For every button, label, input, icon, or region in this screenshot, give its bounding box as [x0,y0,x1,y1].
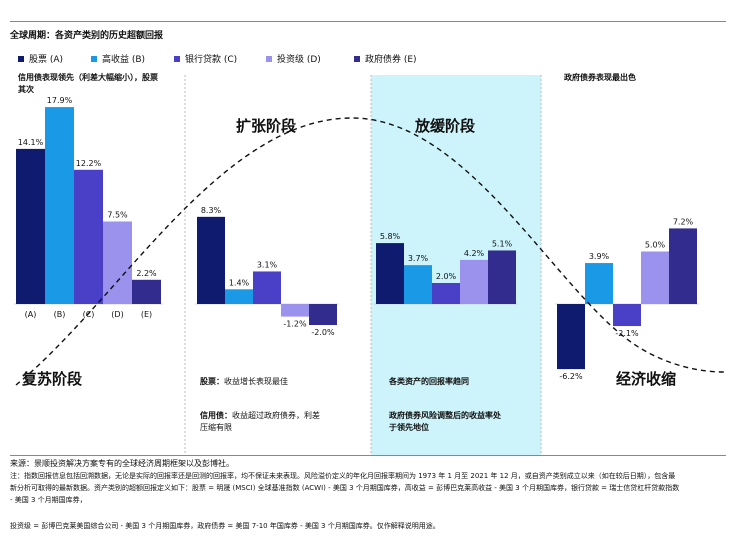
bars-layer [14,107,699,370]
bar-panel-4-series-4 [641,251,669,304]
p3-note1: 各类资产的回报率趋同 [389,377,469,386]
footer-note-line1: 注：指数回报信息包括回溯数据，无论是实际的回报率还是回测的回报率，均不保证未来表… [10,472,676,480]
bar-panel-3-series-4 [460,259,488,304]
category-label-2: (B) [54,310,66,319]
footer-note-line2: 新分析可取得的最新数据。资产类别的超额回报定义如下：股票 = 明晟 (MSCI)… [10,484,680,492]
bar-panel-1-series-1 [16,148,45,304]
legend-label-d: 投资级 (D) [277,55,321,65]
legend-item-c: 银行贷款 (C) [174,52,237,65]
legend-label-e: 政府债券 (E) [365,55,417,65]
footer-note-line3: - 美国 3 个月期国库券， [10,496,87,504]
category-label-1: (A) [25,310,37,319]
data-label-panel-3-series-2: 3.7% [408,254,429,263]
p2-note2: 信用债：收益超过政府债券，利差 压缩有限 [200,410,320,434]
bar-panel-2-series-5 [309,304,337,325]
data-label-panel-1-series-1: 14.1% [18,138,44,147]
bar-panel-3-series-3 [432,283,460,304]
p2-note2-bold: 信用债： [200,411,232,420]
phase-recovery: 复苏阶段 [22,370,83,388]
legend-swatch-e [354,55,360,62]
data-label-panel-2-series-3: 3.1% [257,260,278,269]
p1-heading-line1: 信用债表现领先（利差大幅缩小），股票 [18,73,158,82]
data-label-panel-1-series-5: 2.2% [136,269,157,278]
bar-panel-4-series-3 [613,304,641,327]
data-label-panel-4-series-1: -6.2% [559,372,583,381]
data-label-panel-2-series-5: -2.0% [311,328,335,337]
bar-panel-1-series-5 [132,279,161,304]
bar-panel-2-series-4 [281,304,309,317]
p3-note2-text-b: 于领先地位 [389,423,429,432]
legend-swatch-d [266,55,272,62]
category-label-4: (D) [111,310,123,319]
phase-contraction: 经济收缩 [616,370,677,388]
data-label-panel-4-series-3: -2.1% [615,329,639,338]
data-label-panel-4-series-2: 3.9% [589,252,610,261]
p1-heading: 信用债表现领先（利差大幅缩小），股票 其次 [18,72,178,96]
legend-item-b: 高收益 (B) [91,52,145,65]
legend-item-d: 投资级 (D) [266,52,321,65]
legend-item-e: 政府债券 (E) [354,52,417,65]
p4-heading: 政府债券表现最出色 [564,73,636,82]
p2-note1-text: 收益增长表现最佳 [224,377,288,386]
data-label-panel-4-series-5: 7.2% [673,217,694,226]
data-label-panel-1-series-4: 7.5% [107,211,128,220]
category-label-5: (E) [141,310,152,319]
p3-note2-text-a: 政府债券风险调整后的收益率处 [389,411,501,420]
data-label-panel-3-series-5: 5.1% [492,239,513,248]
legend-item-a: 股票 (A) [18,52,63,65]
legend-label-c: 银行贷款 (C) [185,55,238,65]
legend-swatch-a [18,55,24,62]
p3-note2: 政府债券风险调整后的收益率处 于领先地位 [389,410,501,434]
data-label-panel-2-series-2: 1.4% [229,278,250,287]
data-label-panel-1-series-3: 12.2% [76,159,102,168]
phase-expansion: 扩张阶段 [236,117,297,135]
bar-panel-2-series-3 [253,271,281,304]
data-label-panel-1-series-2: 17.9% [47,96,73,105]
bar-panel-1-series-2 [45,107,74,304]
top-rule [10,21,726,22]
bar-panel-3-series-2 [404,265,432,304]
data-label-panel-2-series-1: 8.3% [201,206,222,215]
bar-panel-2-series-1 [197,216,225,304]
phase-slowdown: 放缓阶段 [415,117,476,135]
p1-heading-line2: 其次 [18,85,34,94]
data-label-panel-3-series-1: 5.8% [380,232,401,241]
data-label-panel-3-series-3: 2.0% [436,272,457,281]
labels-layer: 14.1%17.9%12.2%7.5%2.2%(A) (B) (C) (D) (E)8.… [18,96,694,381]
p2-note1: 股票：收益增长表现最佳 [200,376,288,388]
bar-panel-4-series-1 [557,304,585,370]
bar-panel-4-series-2 [585,263,613,304]
legend-swatch-b [91,55,97,62]
legend-swatch-c [174,55,180,62]
footer: 来源：景顺投资解决方案专有的全球经济周期框架以及彭博社。 注：指数回报信息包括回… [10,458,730,532]
p2-note2-text-b: 压缩有限 [200,423,232,432]
data-label-panel-2-series-4: -1.2% [283,320,307,329]
bar-panel-1-series-3 [74,169,103,304]
p2-note2-text-a: 收益超过政府债券，利差 [232,411,320,420]
data-label-panel-4-series-4: 5.0% [645,241,666,250]
bar-panel-3-series-5 [488,250,516,304]
legend-label-b: 高收益 (B) [102,55,146,65]
data-label-panel-3-series-4: 4.2% [464,249,485,258]
chart-title: 全球周期：各资产类别的历史超额回报 [10,31,164,41]
footer-note-line4: 投资级 = 彭博巴克莱美国综合公司 - 美国 3 个月期国库券，政府债券 = 美… [10,522,440,530]
p2-note1-bold: 股票： [200,377,224,386]
bar-panel-2-series-2 [225,289,253,304]
bar-panel-3-series-1 [376,243,404,304]
bar-panel-4-series-5 [669,228,697,304]
footer-rule [10,455,726,456]
bar-panel-1-series-4 [103,221,132,304]
footer-source: 来源：景顺投资解决方案专有的全球经济周期框架以及彭博社。 [10,459,234,468]
legend-label-a: 股票 (A) [29,55,64,65]
cycle-curve [15,117,726,386]
